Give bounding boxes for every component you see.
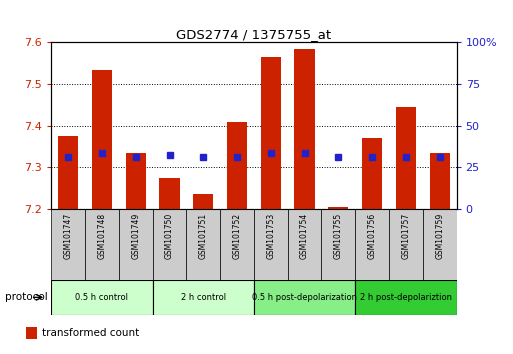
Text: GSM101750: GSM101750 (165, 212, 174, 259)
Bar (294, 49, 314, 209)
Bar (152, 280, 254, 315)
Text: GSM101754: GSM101754 (300, 212, 309, 259)
Text: GSM101749: GSM101749 (131, 212, 140, 259)
Bar (85, 209, 119, 280)
Bar (429, 153, 450, 209)
Bar (51, 209, 85, 280)
Bar (26, 327, 37, 339)
Text: GSM101755: GSM101755 (334, 212, 343, 259)
Bar (193, 194, 213, 209)
Bar (92, 69, 112, 209)
Text: GSM101747: GSM101747 (64, 212, 73, 259)
Text: 0.5 h post-depolarization: 0.5 h post-depolarization (252, 293, 357, 302)
Text: transformed count: transformed count (42, 328, 139, 338)
Bar (423, 209, 457, 280)
Bar (355, 280, 457, 315)
Bar (227, 121, 247, 209)
Bar (220, 209, 254, 280)
Bar (254, 209, 288, 280)
Bar (119, 209, 153, 280)
Text: 0.5 h control: 0.5 h control (75, 293, 128, 302)
Text: protocol: protocol (5, 292, 48, 302)
Text: GSM101756: GSM101756 (368, 212, 377, 259)
Bar (186, 209, 220, 280)
Text: GSM101752: GSM101752 (232, 212, 242, 258)
Bar (328, 207, 348, 209)
Bar (396, 107, 416, 209)
Bar (261, 57, 281, 209)
Bar (288, 209, 322, 280)
Bar (362, 138, 382, 209)
Bar (322, 209, 355, 280)
Title: GDS2774 / 1375755_at: GDS2774 / 1375755_at (176, 28, 331, 41)
Text: GSM101748: GSM101748 (97, 212, 107, 258)
Bar (160, 178, 180, 209)
Text: GSM101759: GSM101759 (435, 212, 444, 259)
Bar (51, 280, 152, 315)
Text: GSM101751: GSM101751 (199, 212, 208, 258)
Bar (389, 209, 423, 280)
Bar (254, 280, 355, 315)
Bar (355, 209, 389, 280)
Bar (126, 153, 146, 209)
Text: GSM101757: GSM101757 (401, 212, 410, 259)
Text: GSM101753: GSM101753 (266, 212, 275, 259)
Text: 2 h control: 2 h control (181, 293, 226, 302)
Bar (152, 209, 186, 280)
Text: 2 h post-depolariztion: 2 h post-depolariztion (360, 293, 452, 302)
Bar (58, 136, 78, 209)
